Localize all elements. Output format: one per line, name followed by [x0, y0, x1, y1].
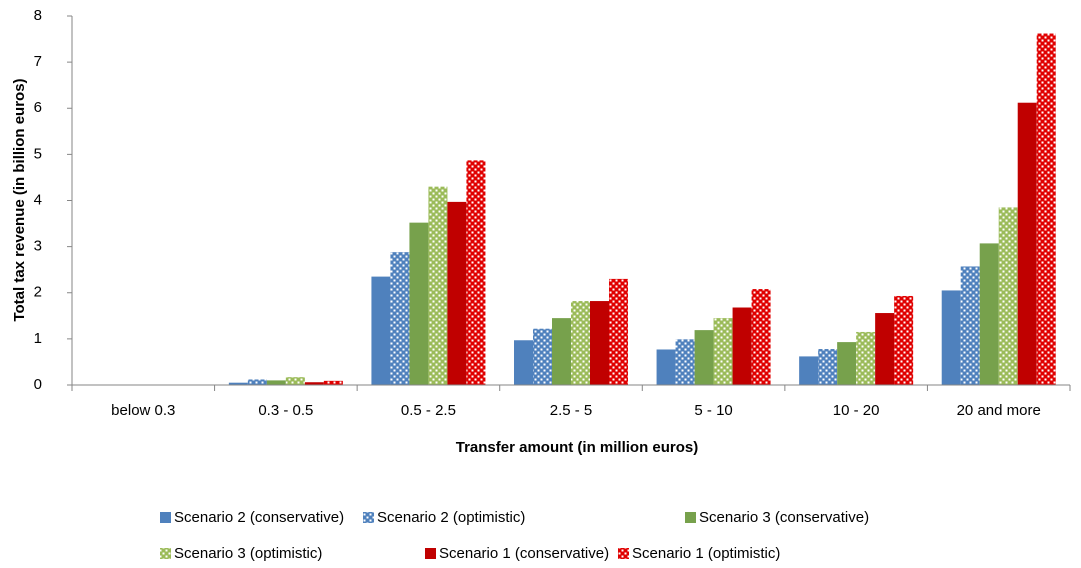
bar — [732, 307, 752, 385]
bar — [894, 295, 914, 385]
bar — [656, 349, 676, 385]
legend-swatch — [160, 548, 171, 559]
x-tick-label: 0.5 - 2.5 — [401, 402, 456, 419]
legend-item: Scenario 3 (conservative) — [685, 509, 869, 526]
y-tick-label: 4 — [34, 191, 42, 208]
bar — [371, 276, 391, 385]
bar — [409, 222, 429, 385]
y-tick-label: 2 — [34, 284, 42, 301]
legend-label: Scenario 3 (optimistic) — [174, 545, 322, 562]
bar — [856, 331, 876, 385]
bar — [466, 160, 486, 385]
y-tick-label: 5 — [34, 145, 42, 162]
bar — [247, 379, 267, 385]
legend-swatch — [160, 512, 171, 523]
bar — [609, 278, 628, 385]
y-tick-label: 3 — [34, 238, 42, 255]
bar — [571, 301, 590, 385]
bar — [979, 243, 999, 385]
bar — [390, 252, 410, 385]
x-tick-label: 5 - 10 — [694, 402, 732, 419]
legend-item: Scenario 1 (optimistic) — [618, 545, 780, 562]
legend-swatch — [685, 512, 696, 523]
x-tick-label: 0.3 - 0.5 — [258, 402, 313, 419]
bar — [799, 356, 819, 385]
x-axis-title: Transfer amount (in million euros) — [456, 439, 699, 456]
bar — [675, 339, 695, 385]
bar — [751, 289, 771, 385]
x-tick-label: 10 - 20 — [833, 402, 880, 419]
y-tick-label: 7 — [34, 53, 42, 70]
legend-swatch — [363, 512, 374, 523]
bar — [960, 266, 980, 385]
bar — [694, 330, 714, 385]
bar — [514, 340, 533, 385]
legend-label: Scenario 1 (conservative) — [439, 545, 609, 562]
bar — [998, 207, 1018, 385]
bar — [818, 349, 838, 385]
bar — [713, 318, 733, 385]
x-tick-label: 2.5 - 5 — [550, 402, 593, 419]
legend-item: Scenario 2 (optimistic) — [363, 509, 525, 526]
bar — [941, 290, 961, 385]
legend-item: Scenario 3 (optimistic) — [160, 545, 322, 562]
legend-label: Scenario 3 (conservative) — [699, 509, 869, 526]
bar — [228, 382, 248, 385]
legend-item: Scenario 2 (conservative) — [160, 509, 344, 526]
legend-swatch — [425, 548, 436, 559]
x-tick-label: 20 and more — [957, 402, 1041, 419]
bar — [1036, 33, 1056, 386]
bar — [1017, 102, 1037, 385]
bar — [428, 186, 448, 385]
bar — [837, 342, 857, 385]
legend-label: Scenario 2 (optimistic) — [377, 509, 525, 526]
y-axis-title: Total tax revenue (in billion euros) — [11, 78, 28, 321]
bar — [533, 328, 552, 385]
bar — [875, 313, 895, 385]
legend-swatch — [618, 548, 629, 559]
bar — [323, 380, 343, 385]
x-tick-label: below 0.3 — [111, 402, 175, 419]
y-tick-label: 8 — [34, 7, 42, 24]
legend-label: Scenario 1 (optimistic) — [632, 545, 780, 562]
bar — [266, 380, 286, 385]
bar — [447, 201, 467, 385]
bar — [590, 301, 609, 385]
y-tick-label: 6 — [34, 99, 42, 116]
legend-item: Scenario 1 (conservative) — [425, 545, 609, 562]
bar — [304, 382, 324, 385]
y-tick-label: 0 — [34, 376, 42, 393]
y-tick-label: 1 — [34, 330, 42, 347]
legend-label: Scenario 2 (conservative) — [174, 509, 344, 526]
bar — [552, 318, 571, 385]
bar — [285, 377, 305, 385]
